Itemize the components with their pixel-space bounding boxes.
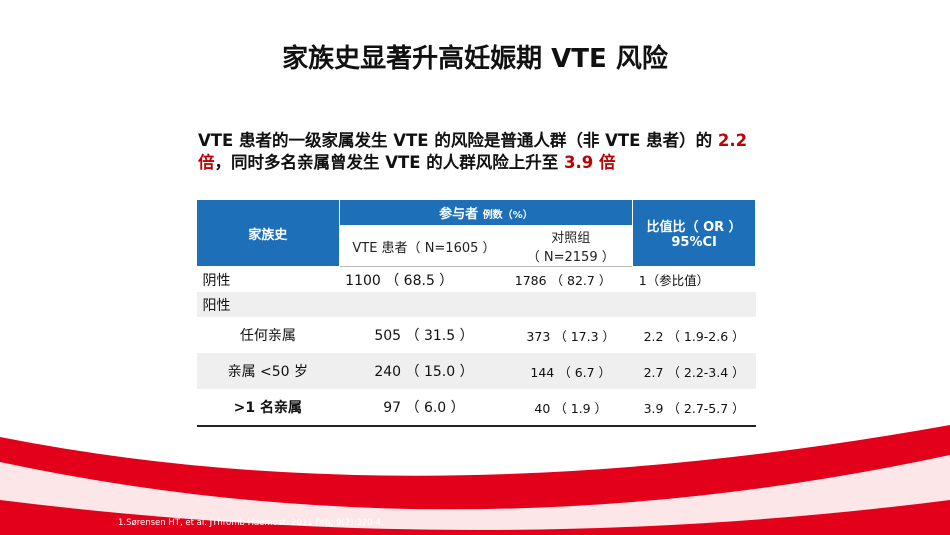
table-row: >1 名亲属 97 （ 6.0 ） 40 （ 1.9 ） 3.9 （ 2.7-5.7 … bbox=[196, 389, 756, 427]
header-cell: 比值比（ OR ） 95%CI bbox=[632, 199, 756, 267]
header-cell: 参与者 例数（%） bbox=[338, 199, 634, 226]
table-cell: 240 （ 15.0 ） bbox=[339, 353, 509, 389]
table-cell: 阴性 bbox=[202, 272, 231, 289]
header-unit: 例数（%） bbox=[482, 210, 533, 221]
table-cell: 373 （ 17.3 ） bbox=[526, 328, 616, 344]
header-cell: 对照组 （ N=2159 ） bbox=[508, 225, 634, 267]
table-cell: 3.9 （ 2.7-5.7 ） bbox=[632, 389, 756, 427]
header-text: 比值比（ OR ） bbox=[646, 220, 742, 235]
header-text: 对照组 bbox=[551, 231, 591, 246]
subtitle-text: VTE 患者的一级家属发生 VTE 的风险是普通人群（非 VTE 患者）的 bbox=[198, 131, 718, 150]
table-cell: 1786 （ 82.7 ） bbox=[514, 273, 612, 288]
table-cell: 1（参比值） bbox=[638, 273, 710, 288]
title: 家族史显著升高妊娠期 VTE 风险 bbox=[282, 44, 668, 74]
table-cell: 2.2 （ 1.9-2.6 ） bbox=[643, 328, 745, 344]
table-row: 亲属 <50 岁 240 （ 15.0 ） 144 （ 6.7 ） 2.7 （ 2.2… bbox=[196, 353, 756, 389]
table-row: 阴性 1100 （ 68.5 ） 1786 （ 82.7 ） 1（参比值） bbox=[197, 267, 756, 293]
data-table: 家族史 参与者 例数（%） 比值比（ OR ） 95%CI VTE 患者（ N=1… bbox=[196, 199, 756, 427]
table-row: 阳性 bbox=[196, 292, 756, 317]
subtitle-highlight: 3.9 倍 bbox=[564, 153, 616, 172]
table-cell: 任何亲属 bbox=[239, 328, 296, 344]
table-cell: 505 （ 31.5 ） bbox=[374, 328, 474, 344]
table-cell: 1100 （ 68.5 ） bbox=[345, 272, 454, 289]
table-cell: 144 （ 6.7 ） bbox=[508, 353, 633, 389]
table-cell: 亲属 <50 岁 bbox=[196, 353, 340, 389]
table-cell: 40 （ 1.9 ） bbox=[508, 389, 633, 427]
header-text: （ N=2159 ） bbox=[526, 250, 615, 265]
header-cell: VTE 患者（ N=1605 ） bbox=[338, 225, 510, 267]
subtitle-text: ，同时多名亲属曾发生 VTE 的人群风险上升至 bbox=[214, 153, 565, 172]
header-text: 95%CI bbox=[671, 235, 717, 250]
footnote: 1.Sørensen HT, et al. JThromb Haemost. 2… bbox=[118, 518, 384, 528]
table-cell: 97 （ 6.0 ） bbox=[339, 389, 509, 427]
table-body: 阴性 1100 （ 68.5 ） 1786 （ 82.7 ） 1（参比值） 阳性 任何亲属… bbox=[196, 267, 756, 427]
header-cell: 家族史 bbox=[196, 199, 340, 267]
subtitle-highlight: 2.2 倍 bbox=[198, 131, 748, 172]
subtitle: VTE 患者的一级家属发生 VTE 的风险是普通人群（非 VTE 患者）的 2.… bbox=[198, 130, 773, 174]
table-cell: 2.7 （ 2.2-3.4 ） bbox=[632, 353, 756, 389]
table-cell: >1 名亲属 bbox=[196, 389, 340, 427]
table-row: 任何亲属 505 （ 31.5 ） 373 （ 17.3 ） 2.2 （ 1.9-2.… bbox=[197, 317, 756, 353]
header-text: 参与者 bbox=[439, 207, 479, 222]
table-cell: 阳性 bbox=[196, 292, 756, 317]
